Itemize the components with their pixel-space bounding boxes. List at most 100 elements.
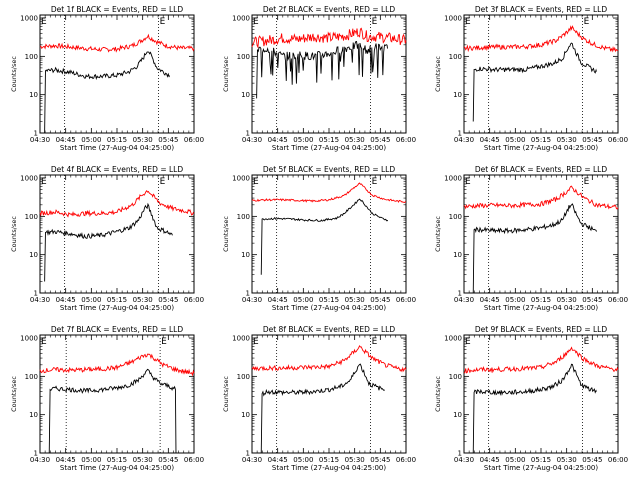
x-tick-label: 04:30 bbox=[30, 296, 50, 304]
x-tick-label: 05:30 bbox=[345, 136, 365, 144]
y-axis-label: Counts/sec bbox=[10, 56, 18, 92]
x-tick-label: 06:00 bbox=[396, 136, 416, 144]
y-tick-label: 1000 bbox=[232, 335, 250, 343]
interval-marker: E bbox=[372, 17, 378, 27]
x-tick-label: 05:15 bbox=[107, 456, 127, 464]
x-tick-label: 05:45 bbox=[370, 136, 390, 144]
x-tick-label: 04:45 bbox=[56, 456, 76, 464]
x-axis-label: Start Time (27-Aug-04 04:25:00) bbox=[484, 464, 598, 472]
chart-title: Det 5f BLACK = Events, RED = LLD bbox=[263, 165, 396, 174]
x-tick-label: 04:45 bbox=[480, 456, 500, 464]
x-tick-label: 05:30 bbox=[133, 456, 153, 464]
x-tick-label: 04:45 bbox=[56, 296, 76, 304]
x-tick-label: 04:45 bbox=[268, 456, 288, 464]
lld-series-line bbox=[39, 190, 195, 218]
interval-marker: E bbox=[584, 337, 590, 347]
y-tick-label: 1 bbox=[458, 290, 462, 298]
y-tick-label: 10 bbox=[241, 251, 250, 259]
y-tick-label: 1 bbox=[34, 290, 38, 298]
events-series-line bbox=[256, 41, 388, 99]
interval-marker: E bbox=[465, 337, 471, 347]
plot-frame bbox=[463, 174, 619, 294]
x-tick-label: 04:45 bbox=[268, 136, 288, 144]
events-series-line bbox=[472, 363, 597, 454]
plot-frame bbox=[463, 14, 619, 134]
x-tick-label: 04:30 bbox=[454, 296, 474, 304]
x-tick-label: 06:00 bbox=[184, 136, 204, 144]
y-axis-label: Counts/sec bbox=[434, 376, 442, 412]
chart-title: Det 2f BLACK = Events, RED = LLD bbox=[263, 5, 396, 14]
y-tick-label: 10 bbox=[29, 251, 38, 259]
y-tick-label: 1 bbox=[246, 290, 250, 298]
x-tick-label: 05:00 bbox=[293, 456, 313, 464]
x-axis-label: Start Time (27-Aug-04 04:25:00) bbox=[272, 304, 386, 312]
lld-series-line bbox=[251, 182, 407, 204]
chart-panel: Det 1f BLACK = Events, RED = LLD 1 10 100 10… bbox=[10, 5, 204, 152]
x-tick-label: 05:30 bbox=[133, 296, 153, 304]
chart-title: Det 6f BLACK = Events, RED = LLD bbox=[475, 165, 608, 174]
interval-marker: E bbox=[372, 177, 378, 187]
interval-marker: E bbox=[160, 17, 166, 27]
x-tick-label: 05:00 bbox=[81, 456, 101, 464]
y-tick-label: 1 bbox=[246, 450, 250, 458]
y-tick-label: 10 bbox=[241, 91, 250, 99]
x-tick-label: 05:15 bbox=[531, 136, 551, 144]
x-tick-label: 05:45 bbox=[370, 296, 390, 304]
x-axis-label: Start Time (27-Aug-04 04:25:00) bbox=[60, 464, 174, 472]
x-tick-label: 05:15 bbox=[531, 296, 551, 304]
y-tick-label: 100 bbox=[237, 213, 250, 221]
y-axis-label: Counts/sec bbox=[10, 216, 18, 252]
interval-marker: E bbox=[253, 177, 259, 187]
interval-marker: E bbox=[161, 337, 167, 347]
x-tick-label: 05:30 bbox=[557, 296, 577, 304]
y-tick-label: 100 bbox=[449, 213, 462, 221]
x-axis-label: Start Time (27-Aug-04 04:25:00) bbox=[272, 144, 386, 152]
y-axis-label: Counts/sec bbox=[434, 216, 442, 252]
chart-panel: Det 5f BLACK = Events, RED = LLD 1 10 100 10… bbox=[222, 165, 416, 312]
interval-marker: E bbox=[465, 177, 471, 187]
x-tick-label: 04:30 bbox=[242, 456, 262, 464]
y-axis-label: Counts/sec bbox=[10, 376, 18, 412]
x-tick-label: 06:00 bbox=[608, 136, 628, 144]
interval-marker: E bbox=[253, 337, 259, 347]
y-tick-label: 100 bbox=[237, 373, 250, 381]
chart-panel: Det 8f BLACK = Events, RED = LLD 1 10 100 10… bbox=[222, 325, 416, 472]
events-series-line bbox=[44, 51, 170, 134]
x-tick-label: 05:45 bbox=[582, 456, 602, 464]
y-tick-label: 10 bbox=[29, 411, 38, 419]
x-axis-label: Start Time (27-Aug-04 04:25:00) bbox=[60, 144, 174, 152]
chart-panel: Det 2f BLACK = Events, RED = LLD 1 10 100 10… bbox=[222, 5, 416, 152]
x-tick-label: 06:00 bbox=[608, 456, 628, 464]
x-axis-label: Start Time (27-Aug-04 04:25:00) bbox=[484, 144, 598, 152]
y-tick-label: 1000 bbox=[20, 15, 38, 23]
plot-frame bbox=[39, 174, 195, 294]
x-tick-label: 06:00 bbox=[608, 296, 628, 304]
y-tick-label: 1000 bbox=[20, 175, 38, 183]
chart-title: Det 7f BLACK = Events, RED = LLD bbox=[51, 325, 184, 334]
y-tick-label: 10 bbox=[241, 411, 250, 419]
lld-series-line bbox=[251, 27, 407, 49]
y-tick-label: 10 bbox=[453, 91, 462, 99]
x-tick-label: 06:00 bbox=[184, 456, 204, 464]
y-tick-label: 1000 bbox=[20, 335, 38, 343]
x-tick-label: 05:30 bbox=[557, 136, 577, 144]
y-tick-label: 1 bbox=[458, 450, 462, 458]
y-tick-label: 1000 bbox=[232, 15, 250, 23]
events-series-line bbox=[44, 202, 173, 282]
interval-marker: E bbox=[253, 17, 259, 27]
y-axis-label: Counts/sec bbox=[222, 216, 230, 252]
chart-panel: Det 7f BLACK = Events, RED = LLD 1 10 100 10… bbox=[10, 325, 204, 472]
y-tick-label: 100 bbox=[237, 53, 250, 61]
x-tick-label: 04:30 bbox=[454, 136, 474, 144]
chart-title: Det 4f BLACK = Events, RED = LLD bbox=[51, 165, 184, 174]
y-tick-label: 10 bbox=[453, 411, 462, 419]
y-tick-label: 100 bbox=[25, 373, 38, 381]
events-series-line bbox=[472, 42, 597, 122]
chart-panel: Det 6f BLACK = Events, RED = LLD 1 10 100 10… bbox=[434, 165, 628, 312]
events-series-line bbox=[48, 368, 177, 454]
lld-series-line bbox=[463, 25, 619, 53]
x-tick-label: 05:15 bbox=[319, 296, 339, 304]
x-tick-label: 05:00 bbox=[505, 296, 525, 304]
y-tick-label: 1 bbox=[34, 130, 38, 138]
chart-panel: Det 9f BLACK = Events, RED = LLD 1 10 100 10… bbox=[434, 325, 628, 472]
